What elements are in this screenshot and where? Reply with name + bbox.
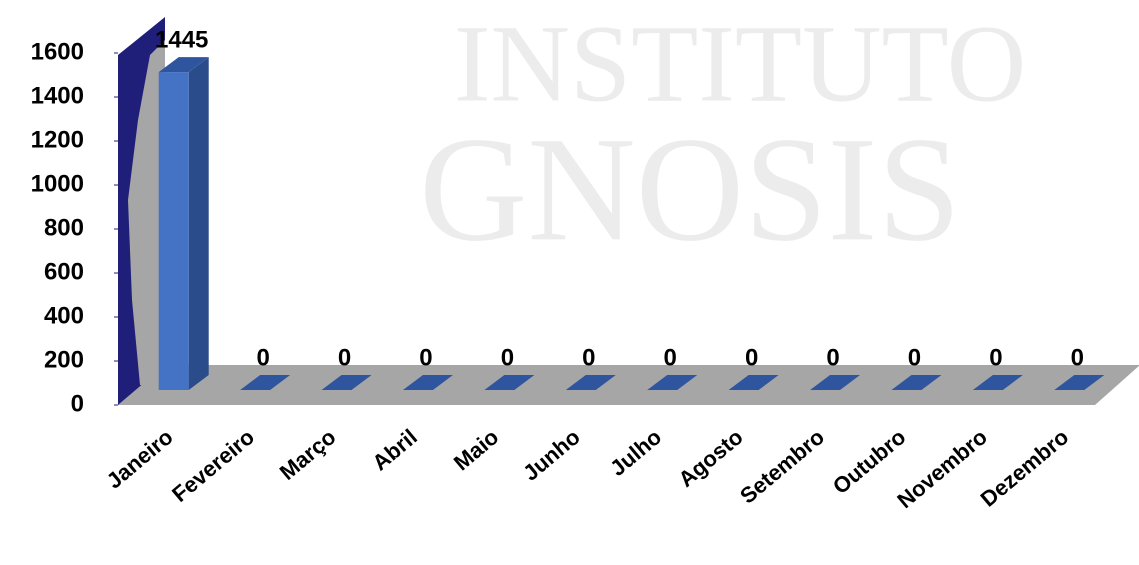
bar-top <box>402 375 453 390</box>
watermark: INSTITUTO <box>454 2 1026 124</box>
bar <box>728 375 779 390</box>
data-label: 0 <box>989 344 1002 371</box>
bar <box>565 375 616 390</box>
x-tick-label: Julho <box>605 424 666 481</box>
bar <box>1054 375 1105 390</box>
bar-side <box>188 57 209 390</box>
x-tick-label: Janeiro <box>102 424 178 493</box>
x-tick-label: Março <box>275 424 341 485</box>
x-tick-label: Fevereiro <box>167 424 259 507</box>
data-label: 0 <box>745 344 758 371</box>
y-tick-label: 0 <box>71 390 84 417</box>
bar-top <box>972 375 1023 390</box>
data-label: 1445 <box>155 26 208 53</box>
data-label: 0 <box>582 344 595 371</box>
data-label: 0 <box>256 344 269 371</box>
bar-top <box>565 375 616 390</box>
bar-top <box>647 375 698 390</box>
x-tick-label: Novembro <box>892 424 991 513</box>
bar-top <box>810 375 861 390</box>
y-tick-label: 1200 <box>31 126 84 153</box>
wall-profile <box>128 40 165 385</box>
bar-top <box>484 375 535 390</box>
x-tick-label: Maio <box>449 424 503 475</box>
x-tick-label: Setembro <box>735 424 829 508</box>
data-label: 0 <box>501 344 514 371</box>
floor <box>118 365 1139 405</box>
data-label: 0 <box>419 344 432 371</box>
x-tick-label: Outubro <box>828 424 911 499</box>
watermark: GNOSIS <box>419 106 961 272</box>
bar-top <box>158 57 209 73</box>
y-tick-label: 400 <box>44 302 84 329</box>
bar <box>647 375 698 390</box>
bar-front <box>158 72 189 390</box>
bar <box>240 375 291 390</box>
bar <box>402 375 453 390</box>
y-tick-label: 600 <box>44 258 84 285</box>
bar <box>891 375 942 390</box>
bar <box>484 375 535 390</box>
data-label: 0 <box>826 344 839 371</box>
y-tick-label: 800 <box>44 214 84 241</box>
y-tick-label: 1000 <box>31 170 84 197</box>
bar-top <box>240 375 291 390</box>
x-tick-label: Agosto <box>673 424 747 492</box>
x-tick-label: Dezembro <box>976 424 1074 512</box>
bar <box>972 375 1023 390</box>
bar-top <box>321 375 372 390</box>
bar-top <box>1054 375 1105 390</box>
data-label: 0 <box>908 344 921 371</box>
x-tick-label: Abril <box>367 424 421 475</box>
bar-top <box>891 375 942 390</box>
data-label: 0 <box>664 344 677 371</box>
y-tick-label: 200 <box>44 346 84 373</box>
bar <box>321 375 372 390</box>
bar <box>158 57 209 390</box>
bar-top <box>728 375 779 390</box>
bar <box>810 375 861 390</box>
data-label: 0 <box>1071 344 1084 371</box>
y-tick-label: 1400 <box>31 82 84 109</box>
y-tick-label: 1600 <box>31 38 84 65</box>
data-label: 0 <box>338 344 351 371</box>
x-tick-label: Junho <box>518 424 585 486</box>
